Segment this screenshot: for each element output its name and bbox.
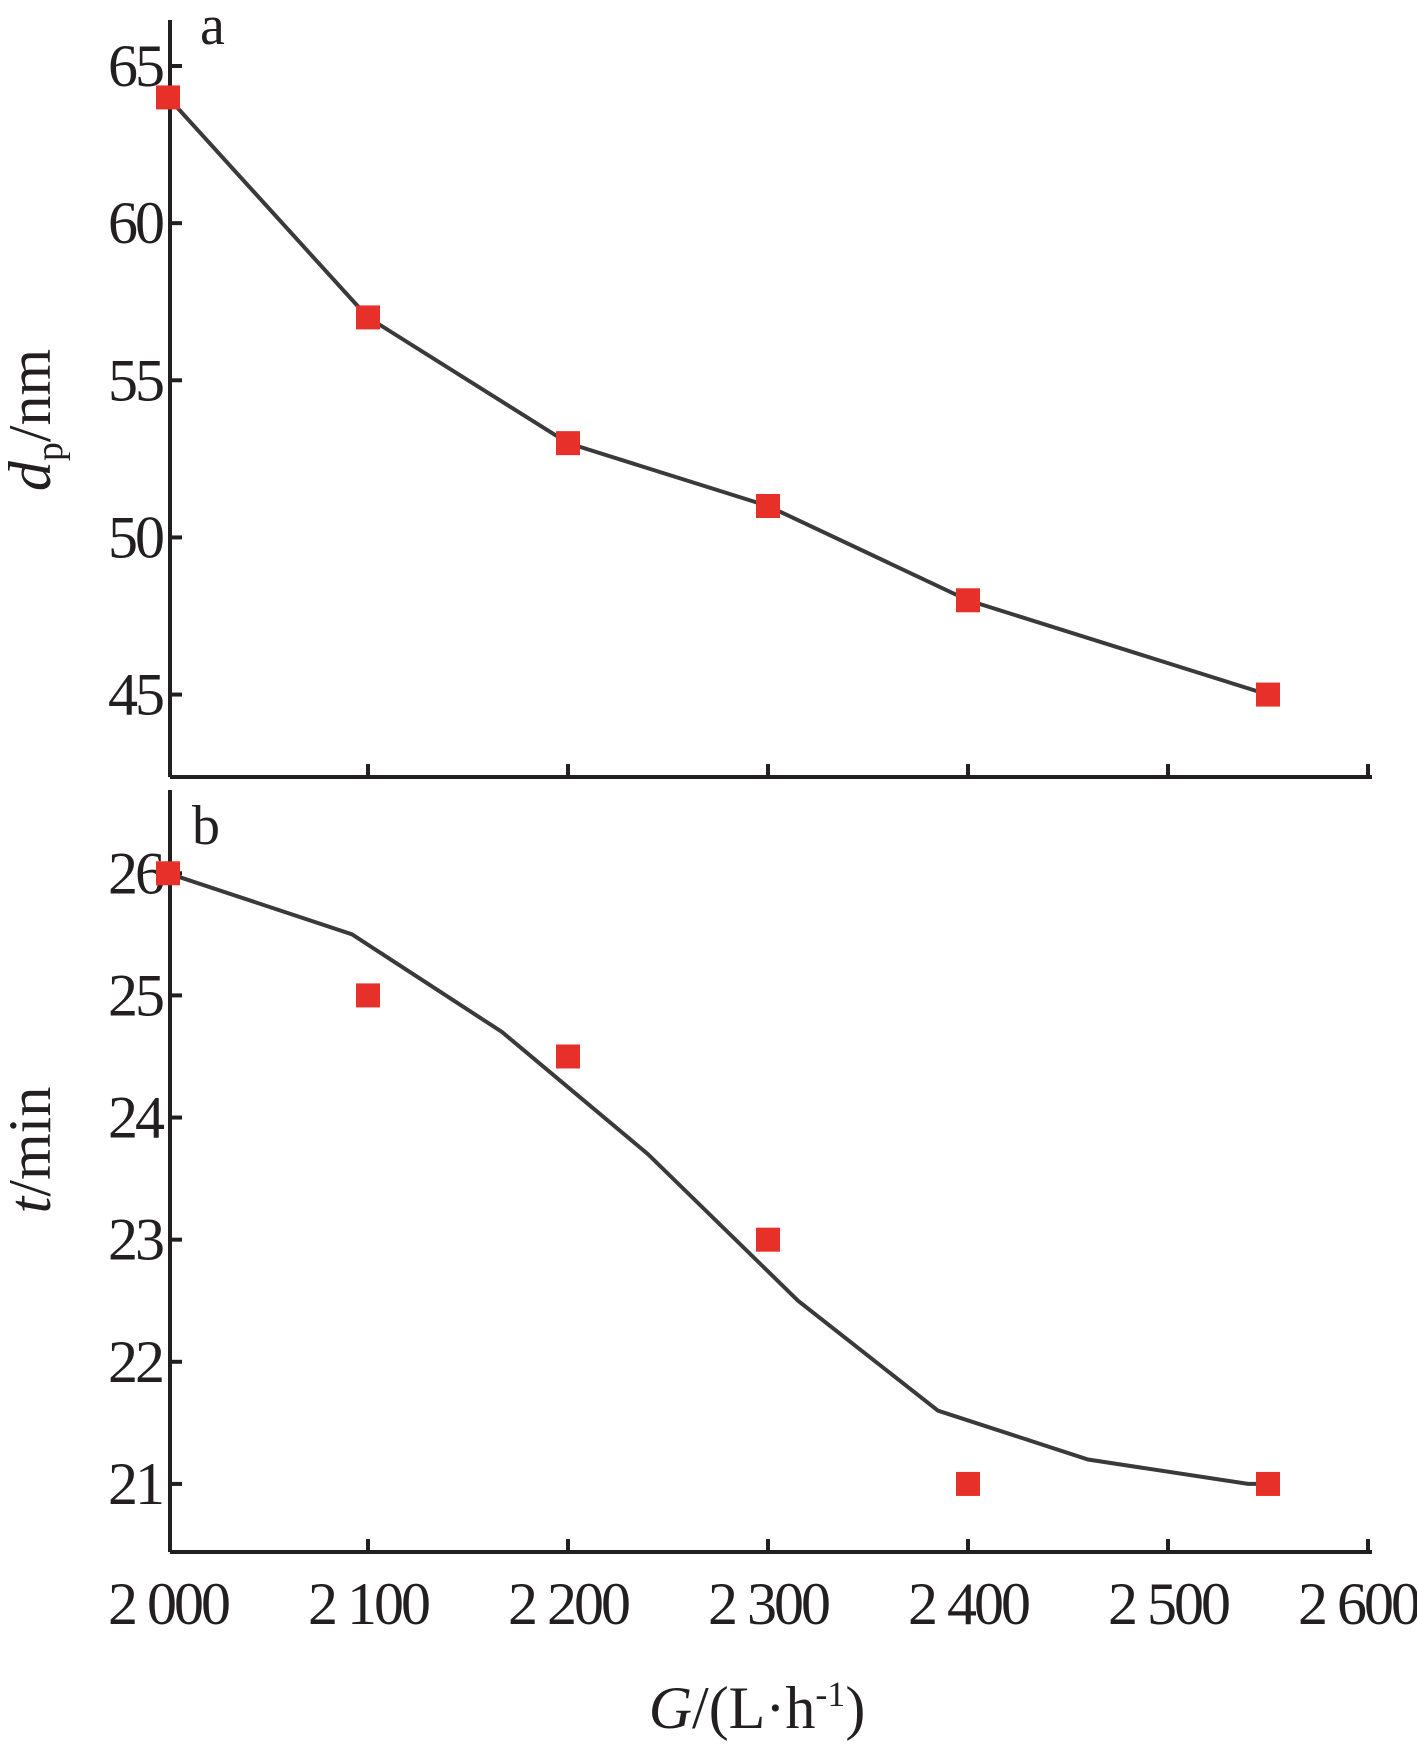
panel-a-data-point xyxy=(1256,682,1280,707)
panel-b-y-tick-label: 25 xyxy=(108,962,163,1028)
panel-a-y-tick-label: 65 xyxy=(108,33,163,99)
panel-a-data-point xyxy=(156,85,180,110)
panel-a-y-axis-title: dp/nm xyxy=(0,349,71,491)
x-axis-title: G/(L·h-1) xyxy=(649,1674,866,1741)
x-tick-label: 2 200 xyxy=(508,1571,629,1637)
panel-a-data-point xyxy=(556,431,580,456)
panel-a-fit-line xyxy=(166,96,1269,697)
x-tick-label: 2 100 xyxy=(308,1571,429,1637)
panel-b-data-point xyxy=(956,1471,980,1496)
panel-a-y-tick-label: 45 xyxy=(108,662,163,728)
panel-a-y-sub: p xyxy=(29,442,71,461)
x-tick-label: 2 400 xyxy=(908,1571,1029,1637)
panel-b-y-tick-label: 24 xyxy=(108,1085,165,1151)
panel-a-y-var: d xyxy=(0,460,63,491)
x-tick-label: 2 300 xyxy=(708,1571,829,1637)
panel-b-y-tick-label: 21 xyxy=(108,1451,162,1517)
panel-b-data-point xyxy=(356,983,380,1008)
x-axis-unit: /(L·h xyxy=(692,1675,815,1741)
panel-b-data-point xyxy=(756,1227,780,1252)
x-axis-sup: -1 xyxy=(815,1674,845,1714)
panel-a-y-tick-label: 55 xyxy=(108,347,163,413)
panel-a-data-point xyxy=(756,494,780,518)
panel-a-y-unit: /nm xyxy=(0,349,63,442)
panel-b-data-point xyxy=(156,861,180,886)
panel-b-y-tick-label: 26 xyxy=(108,840,164,906)
panel-a-label: a xyxy=(200,0,225,57)
panel-b-y-axis-title: t/min xyxy=(0,1087,63,1214)
panel-a-y-tick-label: 60 xyxy=(108,190,163,256)
panel-b-fit-line xyxy=(167,871,1268,1486)
panel-b-y-tick-label: 22 xyxy=(108,1329,162,1395)
x-axis-var: G xyxy=(649,1675,692,1741)
panel-b-data-point xyxy=(1256,1471,1280,1496)
panel-a-chart: a dp/nm 45 50 55 60 65 xyxy=(0,0,1372,779)
panel-b-label: b xyxy=(192,795,220,857)
panel-a-y-tick-label: 50 xyxy=(108,504,163,570)
panel-b-y-unit: /min xyxy=(0,1087,63,1197)
panel-a-data-point xyxy=(956,588,980,613)
panel-a-data-point xyxy=(356,305,380,330)
panel-b-y-var: t xyxy=(0,1195,63,1213)
x-axis-close: ) xyxy=(845,1675,865,1741)
panel-b-data-point xyxy=(556,1044,580,1069)
x-tick-label: 2 600 xyxy=(1298,1571,1417,1637)
panel-b-y-tick-label: 23 xyxy=(108,1207,163,1273)
x-tick-label: 2 000 xyxy=(108,1571,229,1637)
panel-b-chart: b t/min G/(L·h-1) 21 22 23 24 25 26 2 000 2 100… xyxy=(0,790,1417,1741)
x-tick-label: 2 500 xyxy=(1108,1571,1229,1637)
